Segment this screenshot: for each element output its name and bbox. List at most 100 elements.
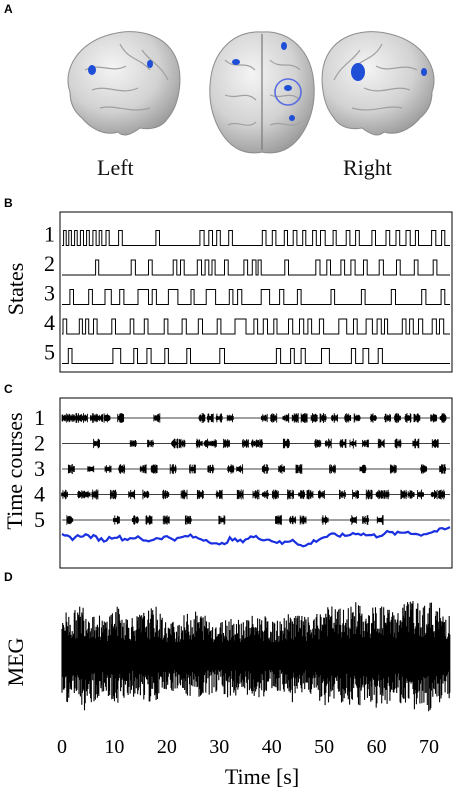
right-label: Right	[343, 155, 392, 180]
activation-blob	[281, 42, 287, 50]
timecourse-burst	[324, 438, 332, 449]
timecourse-burst	[128, 489, 136, 500]
activation-blob	[284, 85, 292, 91]
timecourse-row-label: 5	[34, 507, 45, 532]
timecourse-burst	[375, 489, 383, 500]
timecourse-burst	[430, 413, 438, 423]
timecourse-burst	[198, 413, 206, 423]
timecourse-burst	[83, 490, 91, 499]
timecourse-burst	[109, 489, 117, 500]
timecourse-burst	[282, 413, 290, 423]
timecourse-burst	[289, 515, 297, 525]
timecourse-burst	[81, 413, 88, 423]
timecourse-burst	[61, 413, 69, 423]
timecourse-burst	[329, 464, 336, 474]
timecourse-burst	[236, 489, 244, 500]
x-tick-label: 20	[157, 736, 177, 758]
timecourse-burst	[196, 489, 204, 500]
timecourse-burst	[103, 413, 111, 423]
timecourse-burst	[319, 413, 327, 423]
timecourse-burst	[66, 515, 74, 525]
timecourse-burst	[384, 413, 391, 423]
timecourse-burst	[169, 464, 177, 474]
x-tick-label: 30	[209, 736, 229, 758]
timecourse-burst	[314, 439, 322, 448]
timecourse-burst	[256, 439, 263, 448]
timecourse-burst	[439, 413, 447, 423]
activation-blob	[88, 65, 96, 75]
timecourse-burst	[359, 464, 367, 474]
states-frame	[59, 211, 453, 373]
timecourse-burst	[242, 439, 249, 448]
timecourse-burst	[215, 489, 223, 500]
state-trace-1	[62, 230, 450, 246]
timecourse-burst	[223, 438, 230, 449]
timecourse-burst	[118, 464, 126, 474]
timecourse-burst	[189, 464, 196, 474]
state-trace-5	[62, 348, 450, 364]
brain-renderings	[67, 31, 435, 154]
activation-blob	[147, 60, 153, 68]
states-chart: 1 2 3 4 5	[44, 211, 453, 373]
timecourse-burst	[350, 515, 357, 525]
timecourse-burst	[261, 464, 269, 474]
panel-c-letter: C	[4, 382, 13, 396]
timecourse-burst	[153, 413, 161, 423]
timecourse-burst	[104, 465, 112, 473]
timecourse-burst	[275, 515, 282, 525]
state-trace-4	[62, 318, 450, 335]
timecourse-burst	[352, 489, 359, 500]
timecourse-burst	[369, 413, 377, 423]
timecourse-burst	[404, 413, 412, 423]
timecourse-burst	[412, 438, 420, 449]
timecourse-burst	[236, 464, 244, 474]
timecourse-burst	[90, 413, 97, 423]
timecourse-burst	[318, 489, 325, 500]
timecourse-burst	[226, 413, 234, 423]
timecourse-burst	[339, 489, 346, 500]
timecourse-burst	[227, 464, 235, 474]
timecourse-burst	[376, 515, 384, 525]
activation-blob	[421, 68, 427, 76]
state-row-label: 2	[44, 251, 55, 276]
timecourse-burst	[215, 413, 223, 423]
activation-blob	[289, 115, 295, 121]
timecourse-burst	[349, 438, 357, 449]
timecourse-burst	[299, 515, 307, 525]
state-row-label: 5	[44, 340, 55, 365]
timecourse-burst	[413, 413, 421, 423]
timecourse-burst	[67, 464, 75, 474]
timecourse-burst	[420, 464, 428, 474]
timecourse-burst	[207, 464, 215, 474]
x-tick-label: 40	[262, 736, 282, 758]
timecourse-burst	[298, 489, 305, 500]
activation-blob	[351, 63, 365, 81]
timecourse-burst	[162, 489, 170, 500]
state-row-label: 4	[44, 310, 55, 335]
timecourse-burst	[438, 489, 445, 500]
timecourse-burst	[400, 489, 408, 500]
timecourses-frame	[59, 397, 453, 569]
panel-b-letter: B	[4, 196, 13, 210]
timecourse-burst	[300, 413, 308, 423]
timecourse-burst	[74, 413, 82, 423]
x-axis-label: Time [s]	[225, 764, 299, 789]
timecourse-row-label: 4	[34, 482, 45, 507]
timecourse-burst	[365, 489, 373, 500]
x-tick-label: 10	[104, 736, 124, 758]
timecourse-burst	[431, 439, 439, 448]
timecourse-burst	[184, 515, 192, 525]
timecourse-burst	[61, 489, 68, 500]
timecourse-burst	[439, 464, 446, 474]
timecourse-row-label: 3	[34, 456, 45, 481]
state-row-label: 1	[44, 222, 55, 247]
timecourse-burst	[139, 464, 147, 474]
x-tick-label: 0	[57, 736, 67, 758]
timecourse-burst	[353, 413, 361, 423]
timecourse-burst	[339, 439, 347, 448]
timecourse-burst	[407, 490, 415, 499]
timecourse-burst	[282, 438, 290, 449]
timecourse-burst	[310, 413, 318, 423]
panel-d-letter: D	[4, 570, 13, 584]
x-tick-label: 50	[314, 736, 334, 758]
